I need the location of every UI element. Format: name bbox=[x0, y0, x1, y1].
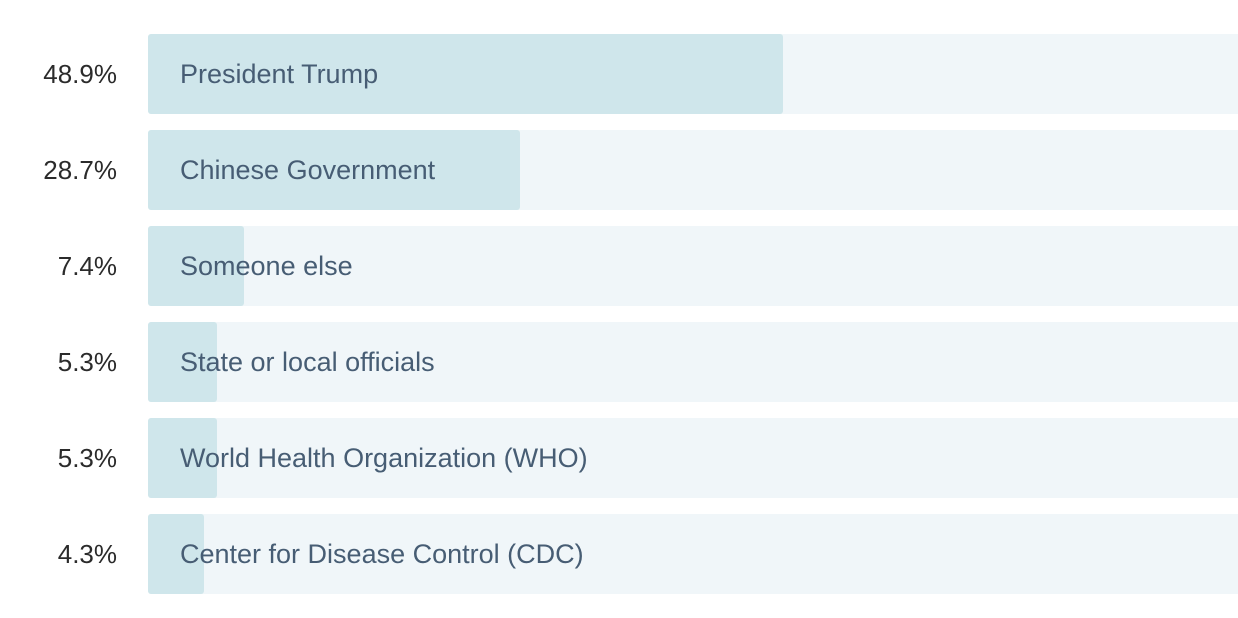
result-row: 7.4% Someone else bbox=[0, 226, 1238, 306]
bar-track: World Health Organization (WHO) bbox=[148, 418, 1238, 498]
category-label: World Health Organization (WHO) bbox=[180, 443, 588, 473]
category-label: State or local officials bbox=[180, 347, 435, 377]
bar-fill bbox=[148, 226, 244, 306]
bar-fill bbox=[148, 130, 520, 210]
percentage-label: 5.3% bbox=[57, 347, 117, 377]
percentage-label: 5.3% bbox=[57, 443, 117, 473]
result-row: 5.3% World Health Organization (WHO) bbox=[0, 418, 1238, 498]
percentage-label: 48.9% bbox=[43, 59, 117, 89]
bar-track: Chinese Government bbox=[148, 130, 1238, 210]
bar-fill bbox=[148, 322, 217, 402]
result-row: 4.3% Center for Disease Control (CDC) bbox=[0, 514, 1238, 594]
bar-fill bbox=[148, 34, 783, 114]
bar-fill bbox=[148, 418, 217, 498]
percentage-label: 4.3% bbox=[57, 539, 117, 569]
result-row: 5.3% State or local officials bbox=[0, 322, 1238, 402]
percentage-label: 28.7% bbox=[43, 155, 117, 185]
bar-track: State or local officials bbox=[148, 322, 1238, 402]
bar-track: President Trump bbox=[148, 34, 1238, 114]
percentage-label: 7.4% bbox=[57, 251, 117, 281]
category-label: President Trump bbox=[180, 59, 379, 89]
result-row: 28.7% Chinese Government bbox=[0, 130, 1238, 210]
category-label: Center for Disease Control (CDC) bbox=[180, 539, 584, 569]
bar-track: Someone else bbox=[148, 226, 1238, 306]
bar-track: Center for Disease Control (CDC) bbox=[148, 514, 1238, 594]
category-label: Someone else bbox=[180, 251, 353, 281]
bar-fill bbox=[148, 514, 204, 594]
poll-results-chart: 48.9% President Trump 28.7% Chinese Governm… bbox=[0, 34, 1238, 610]
category-label: Chinese Government bbox=[180, 155, 436, 185]
result-row: 48.9% President Trump bbox=[0, 34, 1238, 114]
